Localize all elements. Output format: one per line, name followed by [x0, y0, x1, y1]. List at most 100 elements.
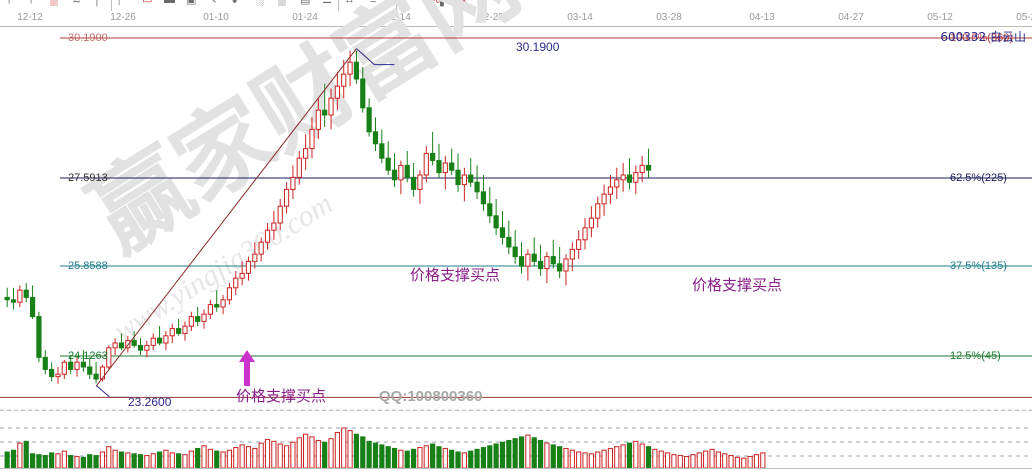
volume-bar: [277, 443, 283, 469]
volume-bar: [125, 452, 131, 469]
candle: [156, 326, 163, 346]
volume-bar: [74, 455, 80, 469]
volume-bar: [29, 453, 36, 469]
price-label-fib-37-5: 25.8588: [68, 260, 108, 272]
rectangle-icon[interactable]: ⏐: [116, 0, 123, 6]
candle: [430, 131, 436, 166]
volume-bar: [233, 447, 239, 469]
volume-bar: [569, 449, 575, 469]
volume-bar: [163, 449, 169, 469]
volume-bar: [271, 440, 277, 469]
volume-bar: [620, 444, 626, 469]
date-tick-label: 03-14: [567, 12, 593, 23]
date-tick-label: 04-13: [749, 12, 775, 23]
volume-bar: [55, 453, 61, 469]
candle: [410, 163, 417, 197]
volume-bar: [176, 453, 182, 469]
candle: [461, 167, 467, 202]
layout-icon[interactable]: ☰: [322, 0, 332, 6]
candle: [239, 261, 245, 286]
candlestick-svg: [0, 37, 1032, 411]
volume-chart-panel[interactable]: [0, 420, 1032, 471]
candle: [353, 50, 360, 84]
fill-rect-icon[interactable]: ▭: [142, 0, 153, 6]
volume-bar: [264, 439, 271, 469]
volume-bar: [239, 444, 245, 469]
low-callout-leader: [95, 384, 131, 398]
volume-bar: [17, 442, 23, 469]
volume-bar: [518, 436, 525, 469]
volume-bar: [645, 446, 652, 469]
volume-bar: [487, 445, 493, 469]
volume-bar: [220, 451, 226, 469]
candle: [379, 129, 385, 163]
bar-icon[interactable]: ✕: [458, 0, 468, 6]
candle: [487, 187, 493, 223]
volume-bar: [410, 448, 417, 469]
percent-icon[interactable]: ↔: [344, 0, 355, 6]
candle: [55, 367, 61, 384]
line-tool-icon[interactable]: ≋: [72, 0, 82, 6]
candle: [315, 98, 321, 139]
percent-tool-label[interactable]: 1%: [424, 0, 440, 6]
zoom-out-icon[interactable]: ▣: [186, 0, 197, 6]
cross-hair-icon[interactable]: †: [6, 0, 13, 6]
fib-label-fib-37-5: 37.5%(135): [950, 260, 1007, 272]
volume-bar: [252, 447, 258, 469]
volume-bar: [595, 451, 601, 469]
chart-toolbar[interactable]: † † ▒ ≋ │ ⏐ ▭ ▬ ▣ ↖ ⬇ ░ ▒ ▤ ☰ ↔ ≡ ○ ─ ▐ ✕ 1%: [0, 0, 1032, 11]
indicator-icon[interactable]: ▒: [50, 0, 58, 6]
volume-bar: [322, 441, 328, 469]
ticker-name: 白云山: [989, 30, 1026, 44]
pointer-icon[interactable]: ↖: [208, 0, 218, 6]
candle: [518, 242, 525, 274]
date-tick-label: 04-27: [838, 12, 864, 23]
table-icon[interactable]: ▒: [278, 0, 286, 6]
candle: [144, 340, 150, 358]
candle: [512, 230, 518, 264]
candle: [576, 230, 582, 259]
volume-bar: [525, 434, 531, 469]
candle: [449, 148, 455, 175]
text-tool-icon[interactable]: │: [94, 0, 101, 6]
candle: [87, 357, 93, 379]
peak-price-callout: 30.1900: [516, 40, 560, 54]
equals-icon[interactable]: ○: [392, 0, 399, 6]
split-icon[interactable]: ▤: [300, 0, 311, 6]
ticker-code: 600332: [940, 30, 987, 44]
window-icon[interactable]: ▬: [164, 0, 175, 6]
volume-bar: [499, 441, 506, 469]
arrows-icon[interactable]: ≡: [370, 0, 377, 6]
date-tick-label: 05-12: [927, 12, 953, 23]
ticker-label: 600332 白云山: [940, 28, 1026, 45]
candle: [499, 211, 506, 245]
swing-low-callout: 23.2600: [128, 395, 172, 409]
volume-bar: [703, 450, 709, 469]
volume-bar: [576, 451, 582, 469]
volume-bar: [753, 454, 760, 469]
vertical-bars-icon[interactable]: †: [28, 0, 35, 6]
price-chart-panel[interactable]: [0, 27, 1032, 420]
candle: [455, 153, 461, 192]
axis-baseline: [0, 26, 1032, 27]
annotation-buy-point-1: 价格支撑买点: [236, 387, 327, 405]
volume-bar: [296, 437, 302, 469]
volume-bar: [455, 451, 461, 469]
volume-bar: [80, 456, 86, 469]
volume-bar: [404, 450, 410, 469]
trend-line[interactable]: [95, 48, 357, 387]
volume-bar: [258, 442, 264, 469]
dots-icon[interactable]: ⬇: [230, 0, 240, 6]
grid-icon[interactable]: ░: [256, 0, 264, 6]
candle: [118, 333, 125, 351]
volume-bar: [760, 452, 766, 469]
circle-icon[interactable]: ─: [414, 0, 422, 6]
candle: [176, 319, 182, 336]
candle: [42, 350, 48, 375]
candle: [360, 67, 366, 113]
toolbar-separator: [111, 0, 112, 11]
candle: [252, 242, 258, 269]
date-axis: 12-12 12-26 01-10 01-24 02-14 02-28 03-14 03-28…: [0, 11, 1032, 27]
line-icon[interactable]: ▐: [436, 0, 444, 6]
date-tick-label: 12-26: [110, 12, 136, 23]
